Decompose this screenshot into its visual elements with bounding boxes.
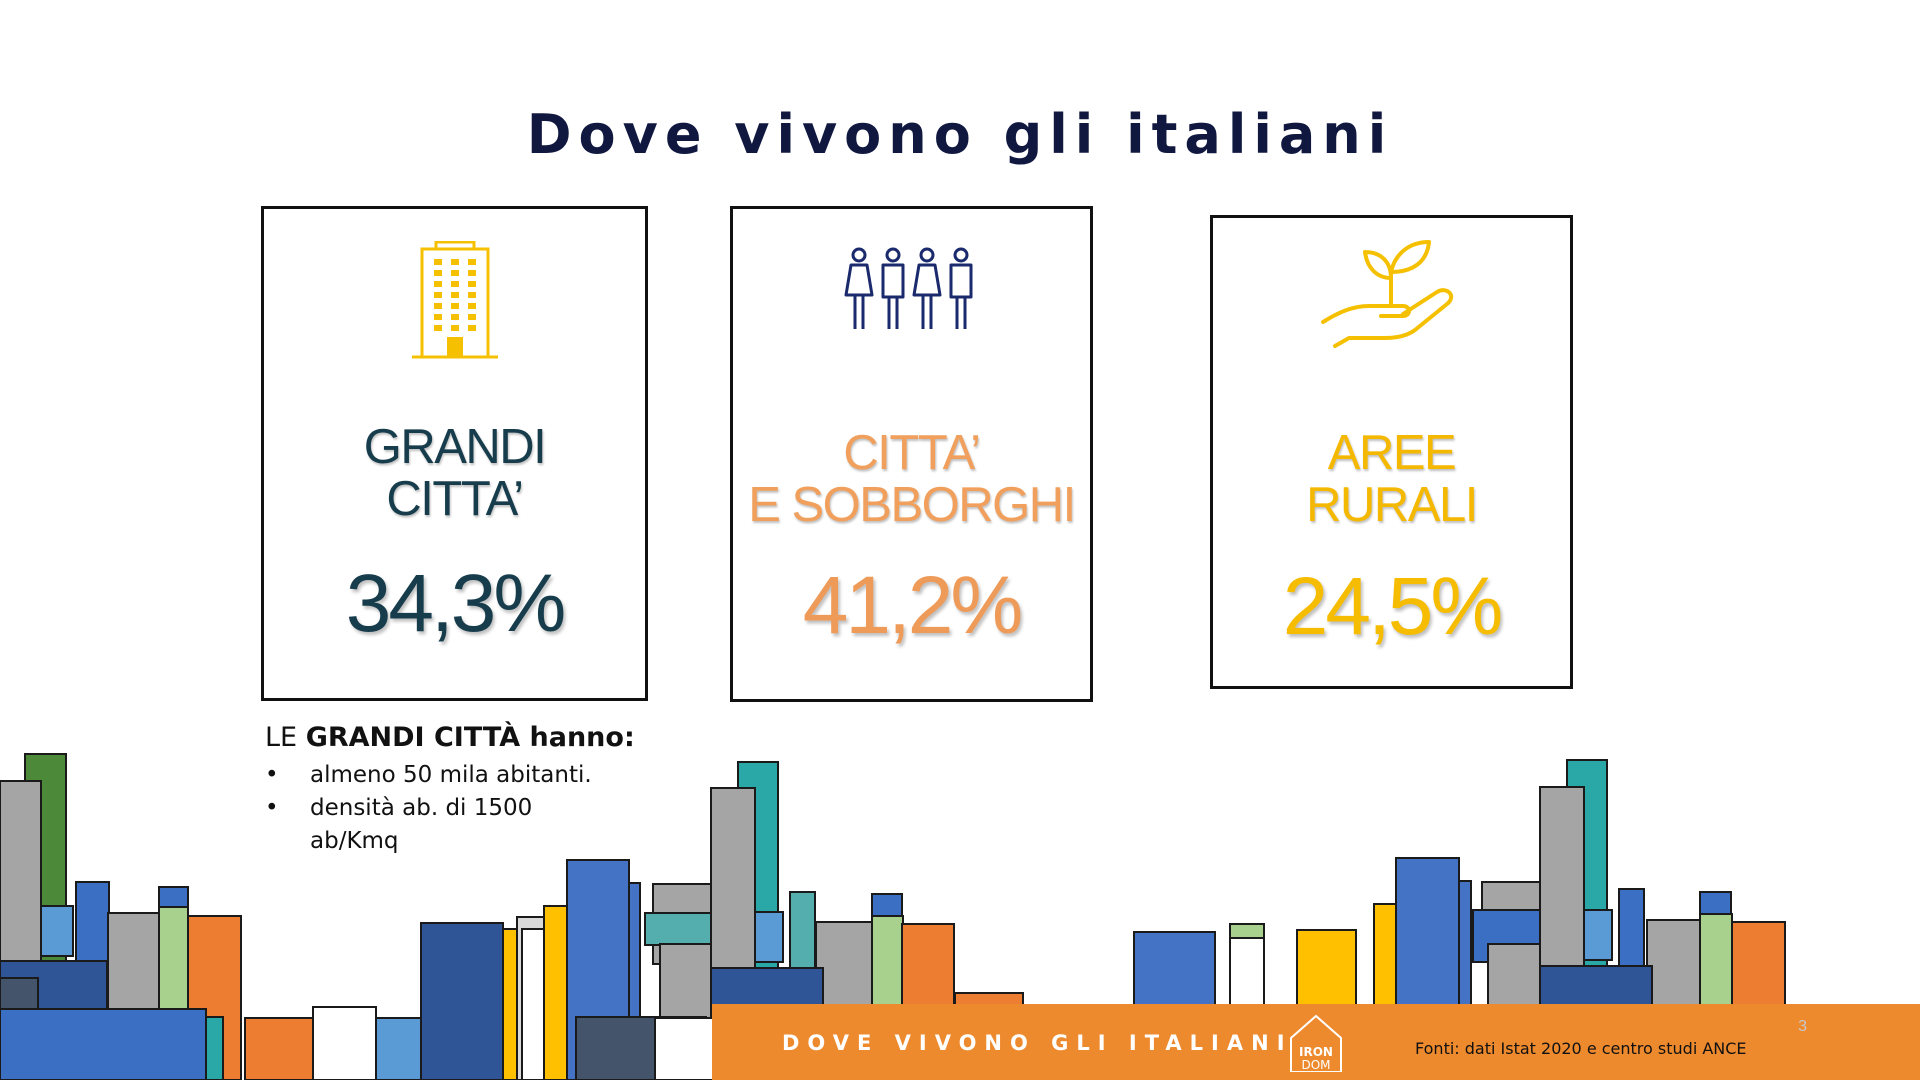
card-value: 41,2% [802, 560, 1024, 651]
card-label-line1: AREE [1327, 426, 1457, 480]
card-value: 34,3% [345, 558, 567, 649]
card-label-line2: CITTA’ [386, 472, 524, 526]
irondom-logo: IRON DOM [1287, 1012, 1345, 1077]
source-note: Fonti: dati Istat 2020 e centro studi AN… [1415, 1039, 1747, 1058]
card-label-line1: CITTA’ [843, 426, 981, 480]
card-label-line2: E SOBBORGHI [748, 478, 1076, 532]
list-item: densità ab. di 1500 ab/Kmq [265, 792, 595, 858]
page-number: 3 [1798, 1018, 1807, 1035]
note-heading: LE GRANDI CITTÀ hanno: [265, 722, 635, 753]
card-label: GRANDI CITTA’ [264, 421, 645, 525]
card-citta-sobborghi: CITTA’ E SOBBORGHI 41,2% [730, 206, 1093, 702]
building-icon [264, 241, 645, 361]
card-label: CITTA’ E SOBBORGHI [733, 427, 1090, 531]
footer-title: DOVE VIVONO GLI ITALIANI [782, 1031, 1293, 1055]
list-item: almeno 50 mila abitanti. [265, 759, 595, 792]
card-grandi-citta: GRANDI CITTA’ 34,3% [261, 206, 648, 701]
card-label-line1: GRANDI [363, 420, 547, 474]
people-icon [733, 245, 1090, 335]
card-aree-rurali: AREE RURALI 24,5% [1210, 215, 1573, 689]
plant-in-hand-icon [1213, 238, 1570, 348]
logo-text-bottom: DOM [1301, 1058, 1331, 1072]
logo-text-top: IRON [1299, 1045, 1333, 1059]
card-label: AREE RURALI [1213, 427, 1570, 531]
footer-bar: DOVE VIVONO GLI ITALIANI IRON DOM Fonti:… [712, 1004, 1920, 1080]
card-value: 24,5% [1282, 561, 1504, 652]
note-heading-bold: GRANDI CITTÀ hanno: [305, 722, 635, 753]
slide-title: Dove vivono gli italiani [526, 103, 1394, 166]
note-heading-prefix: LE [265, 722, 306, 753]
grandi-citta-note: LE GRANDI CITTÀ hanno: almeno 50 mila ab… [265, 722, 635, 858]
note-list: almeno 50 mila abitanti. densità ab. di … [265, 759, 635, 858]
card-label-line2: RURALI [1306, 478, 1478, 532]
